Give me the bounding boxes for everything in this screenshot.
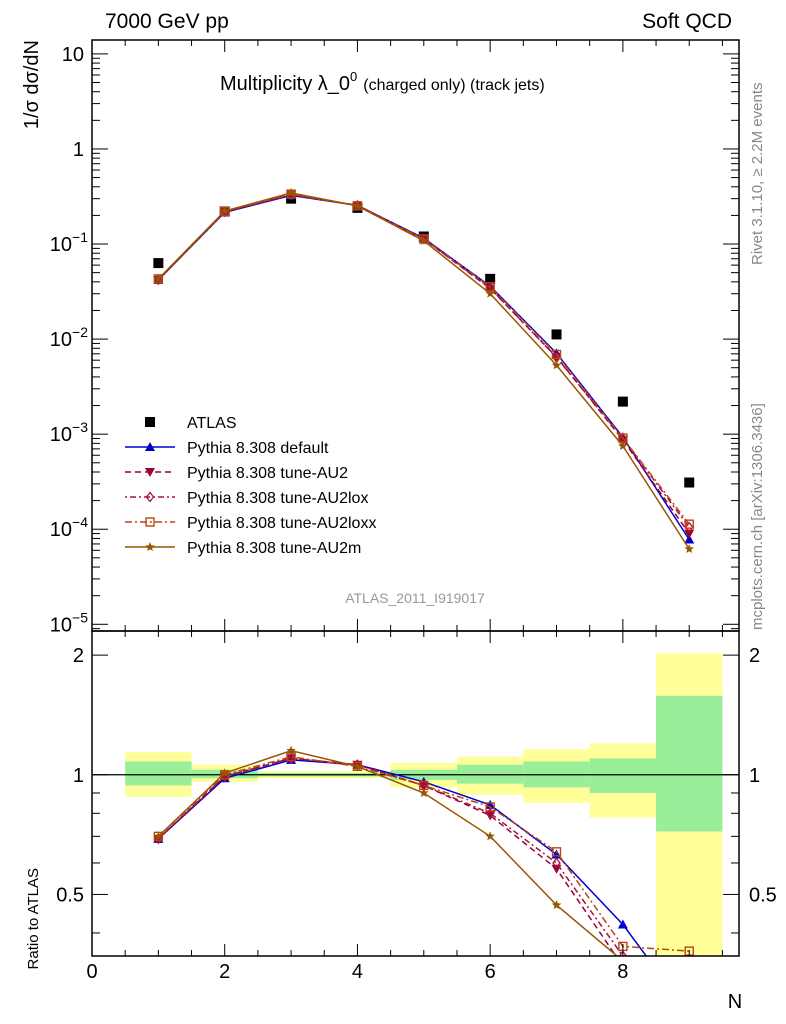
point-s5-5 <box>485 288 495 298</box>
ty-label--3: 10−3 <box>50 419 88 446</box>
x-tick-label-2: 2 <box>219 961 230 983</box>
ratio-point-s1-6 <box>551 864 562 874</box>
xlabel: N <box>728 991 742 1013</box>
ratio-line-3 <box>157 756 690 952</box>
legend-label-5: Pythia 8.308 tune-AU2m <box>187 540 361 557</box>
ratio-point-s2-3 <box>353 759 362 771</box>
ratio-point-s2-0 <box>154 833 163 845</box>
ratio-point-s4-6 <box>551 900 562 910</box>
ratio-point-s2-6 <box>552 857 561 869</box>
ratio-point-s0-7 <box>617 919 628 929</box>
x-tick-label-8: 8 <box>617 961 628 983</box>
chart-title: Multiplicity λ_00 (charged only) (track j… <box>220 69 545 95</box>
point-s4-6 <box>551 349 562 360</box>
by-label-r-7: 2 <box>749 645 760 667</box>
ratio-data <box>153 745 694 1018</box>
header-left: 7000 GeV pp <box>105 10 229 33</box>
ratio-point-s2-5 <box>485 807 495 819</box>
side-text-mcplots: mcplots.cern.ch [arXiv:1306.3436] <box>749 403 766 630</box>
legend-label-3: Pythia 8.308 tune-AU2lox <box>187 490 368 507</box>
point-s5-6 <box>551 360 562 370</box>
point-s0-8 <box>684 477 695 488</box>
by-label-r-6: 1 <box>749 765 760 787</box>
x-tick-label-0: 0 <box>86 961 97 983</box>
point-s3-8 <box>684 521 694 533</box>
legend-marker-4 <box>145 517 155 527</box>
x-tick-label-6: 6 <box>485 961 496 983</box>
point-s0-7 <box>617 396 628 407</box>
point-s5-4 <box>419 235 429 245</box>
legend-label-0: ATLAS <box>187 415 237 432</box>
legend-marker-0 <box>145 417 155 427</box>
ratio-bands <box>125 653 723 956</box>
ratio-point-s3-6 <box>551 847 562 857</box>
ratio-point-s2-7 <box>618 950 628 956</box>
ratio-point-s4-5 <box>485 831 495 841</box>
series-line-1 <box>157 194 690 540</box>
top-ylabel: 1/σ dσ/dN <box>21 40 43 129</box>
ratio-point-s4-3 <box>352 761 363 771</box>
ty-label-0: 1 <box>73 139 84 161</box>
axes: 0 2 4 6 8 10−5 10−4 10−3 10−2 10−1 1 10 0.5 0.5 1 1 2 2 <box>50 39 777 983</box>
series-line-2 <box>157 193 690 535</box>
side-text-rivet: Rivet 3.1.10, ≥ 2.2M events <box>749 83 766 266</box>
ratio-band-inner-5 <box>456 764 524 784</box>
ratio-point-s0-8 <box>684 1009 694 1018</box>
chart-title-main: Multiplicity λ_0 <box>220 73 350 95</box>
by-label-l-7: 2 <box>73 645 84 667</box>
point-s2-8 <box>684 529 695 539</box>
point-s0-5 <box>485 273 496 284</box>
legend-marker-5 <box>145 542 155 551</box>
bottom-ylabel: Ratio to ATLAS <box>25 868 42 969</box>
point-s5-3 <box>352 200 363 210</box>
watermark: ATLAS_2011_I919017 <box>345 590 485 606</box>
ty-label--1: 10−1 <box>50 229 88 256</box>
legend-label-1: Pythia 8.308 default <box>187 440 329 457</box>
ratio-band-inner-8 <box>656 695 723 832</box>
chart-title-extra: (charged only) (track jets) <box>363 77 544 94</box>
ty-label-1: 10 <box>62 44 84 66</box>
point-s0-6 <box>551 329 562 340</box>
legend: ATLAS Pythia 8.308 default Pythia 8.308 tu… <box>125 415 376 557</box>
chart-title-sup: 0 <box>350 69 357 84</box>
series-line-3 <box>157 193 690 528</box>
by-label-l-1: 0.5 <box>56 884 84 906</box>
ratio-point-s4-1 <box>220 768 230 778</box>
point-s5-1 <box>220 206 230 216</box>
ratio-point-s1-8 <box>684 984 694 993</box>
point-s1-8 <box>684 534 695 544</box>
point-s5-7 <box>618 441 628 451</box>
ty-label--4: 10−4 <box>50 514 88 541</box>
top-data <box>153 187 695 553</box>
legend-marker-1 <box>145 442 155 451</box>
point-s5-8 <box>684 544 694 553</box>
legend-marker-3 <box>145 491 155 503</box>
ratio-point-s3-5 <box>485 802 495 812</box>
point-s5-0 <box>153 273 164 283</box>
ratio-point-s4-0 <box>153 831 164 841</box>
legend-label-4: Pythia 8.308 tune-AU2loxx <box>187 515 376 532</box>
legend-label-2: Pythia 8.308 tune-AU2 <box>187 465 348 482</box>
header-right: Soft QCD <box>642 10 732 33</box>
ratio-point-s4-4 <box>419 788 429 797</box>
ty-label--2: 10−2 <box>50 324 88 351</box>
ratio-point-s4-2 <box>286 745 296 755</box>
ratio-line-2 <box>157 757 628 956</box>
ratio-band-inner-0 <box>125 761 192 786</box>
point-s0-0 <box>153 258 164 269</box>
point-s4-8 <box>684 519 694 529</box>
point-s5-2 <box>286 187 296 197</box>
ratio-band-inner-7 <box>589 758 657 793</box>
by-label-r-1: 0.5 <box>749 884 777 906</box>
x-tick-label-4: 4 <box>352 961 363 983</box>
ratio-point-s2-8 <box>686 962 693 971</box>
legend-marker-2 <box>145 468 155 477</box>
by-label-l-6: 1 <box>73 765 84 787</box>
ty-label--5: 10−5 <box>50 609 88 636</box>
bottom-frame <box>91 630 740 957</box>
